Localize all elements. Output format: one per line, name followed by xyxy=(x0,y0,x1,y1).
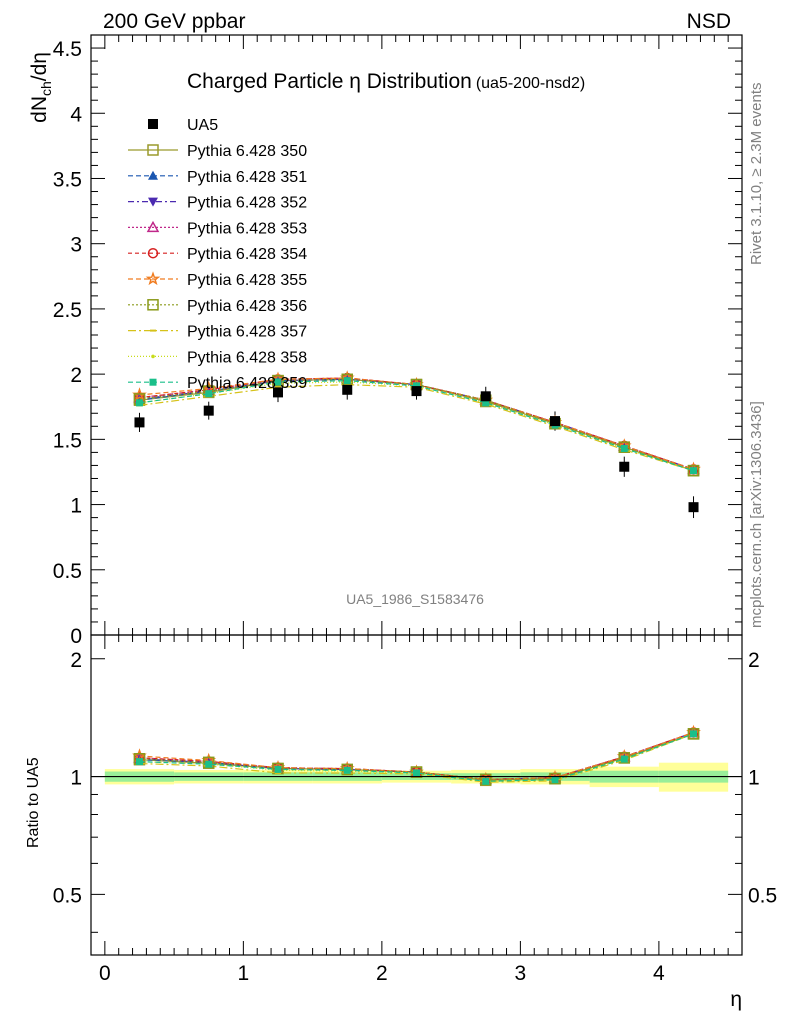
ratio-y-tick-label-right: 1 xyxy=(748,767,760,790)
y-tick-label: 3.5 xyxy=(53,168,82,191)
data-point xyxy=(342,384,353,395)
series-marker xyxy=(135,399,143,407)
y-tick-label: 4 xyxy=(70,103,82,126)
legend-marker xyxy=(149,378,157,386)
series-marker xyxy=(274,378,282,386)
ratio-series-marker xyxy=(618,752,631,764)
legend-label: Pythia 6.428 355 xyxy=(187,272,307,289)
ratio-series-marker xyxy=(274,765,282,773)
legend-marker xyxy=(147,247,159,259)
series-marker xyxy=(620,444,628,452)
y-tick-label: 1.5 xyxy=(53,429,82,452)
ratio-y-tick-label-right: 0.5 xyxy=(748,884,777,907)
y-tick-label: 3 xyxy=(70,234,82,257)
series-line xyxy=(139,377,694,470)
ratio-series-marker xyxy=(343,766,351,774)
data-point xyxy=(480,391,491,402)
chart-title: Charged Particle η Distribution (ua5-200-… xyxy=(187,70,585,93)
series-line xyxy=(139,377,694,470)
ratio-series-marker xyxy=(135,758,143,766)
legend-marker xyxy=(146,220,160,233)
legend-marker xyxy=(151,354,155,359)
legend-marker xyxy=(148,119,158,129)
y-tick-label: 2.5 xyxy=(53,299,82,322)
legend-label: Pythia 6.428 353 xyxy=(187,220,307,237)
x-tick-label: 2 xyxy=(376,962,388,985)
y-tick-label: 0.5 xyxy=(53,560,82,583)
data-point xyxy=(203,405,214,416)
series-line xyxy=(139,378,694,472)
data-point xyxy=(411,386,422,397)
legend-marker xyxy=(147,299,159,311)
legend-label: Pythia 6.428 350 xyxy=(187,143,307,160)
tick-labels: 0 1 2 3 4 0 0.5 1 1.5 2 2.5 3 3.5 4 4.5 0.5 1 2 0.5 1 2 xyxy=(53,38,777,985)
legend-label: Pythia 6.428 358 xyxy=(187,349,307,366)
chart-subtitle: (ua5-200-nsd2) xyxy=(476,75,585,92)
ratio-series-marker xyxy=(551,776,559,784)
series-marker xyxy=(687,464,700,477)
ratio-y-tick-label: 1 xyxy=(70,767,82,790)
legend: UA5 Pythia 6.428 350 Pythia 6.428 351 Pythi… xyxy=(128,117,307,392)
data-point xyxy=(688,502,699,513)
ratio-series-line xyxy=(139,733,694,782)
ratio-series-marker xyxy=(620,755,628,763)
legend-marker xyxy=(148,197,158,207)
ratio-series-marker xyxy=(482,777,490,785)
y-tick-label: 4.5 xyxy=(53,38,82,61)
series-marker xyxy=(343,377,351,385)
legend-marker xyxy=(147,144,159,156)
ratio-series-marker xyxy=(690,730,698,738)
header-right: NSD xyxy=(687,10,731,33)
x-tick-label: 3 xyxy=(515,962,527,985)
chart-title-text: Charged Particle η Distribution xyxy=(187,70,472,93)
ratio-frame xyxy=(90,634,743,956)
legend-label: Pythia 6.428 352 xyxy=(187,195,307,212)
legend-label: Pythia 6.428 356 xyxy=(187,298,307,315)
data-point xyxy=(550,416,561,427)
series-marker xyxy=(413,382,420,390)
x-tick-label: 1 xyxy=(238,962,250,985)
rivet-version-label: Rivet 3.1.10, ≥ 2.3M events xyxy=(748,83,765,266)
axis-ticks xyxy=(91,34,742,955)
x-tick-label: 0 xyxy=(99,962,111,985)
ratio-series-marker xyxy=(413,769,420,777)
ratio-series-marker xyxy=(341,763,353,776)
legend-label: Pythia 6.428 354 xyxy=(187,246,307,263)
x-axis-label: η xyxy=(730,988,742,1011)
ratio-y-tick-label: 2 xyxy=(70,649,82,672)
legend-label: Pythia 6.428 357 xyxy=(187,324,307,341)
data-point xyxy=(272,387,283,398)
ratio-y-tick-label: 0.5 xyxy=(53,884,82,907)
legend-label: Pythia 6.428 359 xyxy=(187,375,307,392)
header-left: 200 GeV ppbar xyxy=(103,10,245,33)
y-tick-label: 0 xyxy=(70,625,82,648)
series-marker xyxy=(482,399,490,407)
data-point xyxy=(134,417,145,428)
legend-marker xyxy=(148,170,158,180)
series-line xyxy=(139,381,694,472)
y-axis-label: dNch/dη xyxy=(28,52,54,123)
mcplots-label: mcplots.cern.ch [arXiv:1306.3436] xyxy=(748,401,765,628)
legend-marker xyxy=(145,271,161,286)
ratio-series-marker xyxy=(687,728,700,740)
ratio-y-tick-label-right: 2 xyxy=(748,649,760,672)
data-points-main xyxy=(134,384,699,513)
y-tick-label: 2 xyxy=(70,364,82,387)
x-tick-label: 4 xyxy=(653,962,665,985)
analysis-watermark: UA5_1986_S1583476 xyxy=(346,591,484,607)
y-tick-label: 1 xyxy=(70,495,82,518)
legend-label: UA5 xyxy=(187,117,218,134)
mc-series-ratio xyxy=(132,724,701,787)
legend-label: Pythia 6.428 351 xyxy=(187,169,307,186)
series-marker xyxy=(690,467,698,475)
ratio-series-marker xyxy=(549,772,561,785)
ratio-series-marker xyxy=(205,760,213,768)
series-marker xyxy=(272,374,284,387)
series-marker xyxy=(205,390,213,398)
data-uncertainty-bands-main xyxy=(138,379,695,519)
ratio-series-line xyxy=(139,731,694,781)
data-point xyxy=(619,461,630,472)
ratio-y-axis-label: Ratio to UA5 xyxy=(25,757,42,848)
